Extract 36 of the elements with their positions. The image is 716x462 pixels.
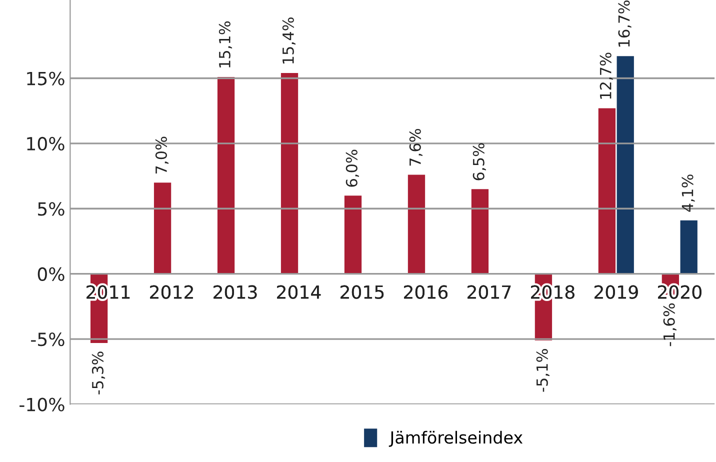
data-label: 6,5%	[472, 143, 486, 180]
x-tick-label: 2017	[468, 285, 511, 299]
data-label: -5,1%	[536, 349, 550, 392]
bar	[471, 189, 489, 274]
x-tick-label: 2013	[214, 285, 257, 299]
data-label: 16,7%	[618, 0, 632, 47]
y-tick-label: 0%	[38, 267, 64, 281]
bar	[616, 56, 634, 274]
data-label: 7,6%	[409, 128, 422, 166]
legend-label: Jämförelseindex	[388, 430, 523, 447]
y-tick-label: 10%	[27, 136, 64, 151]
y-tick-label: 15%	[27, 72, 64, 86]
data-label: 15,4%	[282, 18, 296, 64]
data-label: 7,0%	[155, 136, 169, 174]
bar	[680, 220, 698, 274]
x-tick-label: 2012	[150, 285, 193, 299]
bar	[344, 196, 362, 274]
y-tick-label: 5%	[38, 202, 64, 216]
data-label: 6,0%	[346, 150, 359, 187]
y-tick-label: -5%	[31, 332, 64, 346]
x-tick-label: 2014	[277, 285, 321, 299]
bar	[598, 108, 616, 274]
bar	[280, 73, 298, 274]
bar	[217, 76, 235, 274]
data-label: -5,3%	[92, 352, 106, 394]
data-label: -1,6%	[663, 303, 676, 346]
y-tick-label: -10%	[20, 398, 64, 412]
data-label: 15,1%	[218, 21, 232, 68]
bar	[408, 174, 426, 274]
bar	[154, 182, 172, 274]
x-tick-label: 2015	[340, 285, 384, 299]
x-tick-label: 2019	[594, 285, 638, 299]
data-label: 4,1%	[682, 174, 695, 212]
x-tick-label: 2020	[658, 285, 702, 299]
data-label: 12,7%	[600, 52, 613, 99]
x-tick-label: 2016	[404, 285, 448, 299]
